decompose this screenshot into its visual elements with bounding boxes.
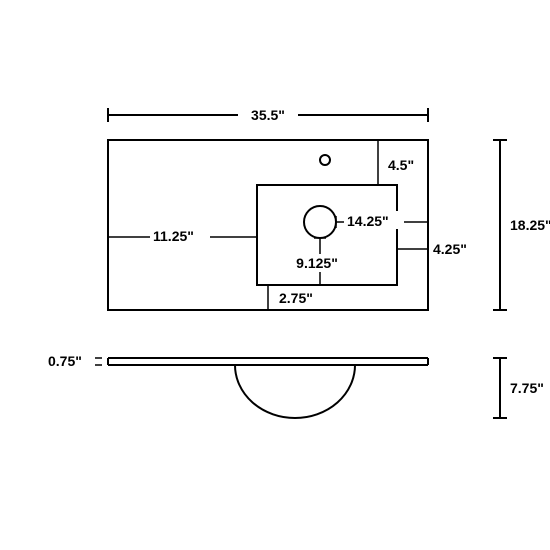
dim-inner-right-label: 4.25" <box>433 241 467 257</box>
dim-faucet-front: 4.5" <box>372 140 414 185</box>
dim-overall-depth-label: 18.25" <box>510 217 550 233</box>
dim-left-inner-label: 11.25" <box>153 228 194 244</box>
dim-overall-width-label: 35.5" <box>251 107 285 123</box>
dim-drain-back: 9.125" <box>288 238 346 285</box>
dim-left-inner: 11.25" <box>108 226 257 244</box>
dim-drain-back-label: 9.125" <box>296 255 338 271</box>
dim-thickness-label: 0.75" <box>48 353 82 369</box>
dim-bowl-depth: 7.75" <box>493 358 544 418</box>
dim-faucet-front-label: 4.5" <box>388 157 414 173</box>
dim-inner-back: 2.75" <box>262 285 313 310</box>
dim-drain-right: 14.25" <box>336 211 428 229</box>
dim-thickness: 0.75" <box>48 353 102 369</box>
dim-inner-right: 4.25" <box>397 241 467 257</box>
dim-drain-right-label: 14.25" <box>347 213 389 229</box>
dim-inner-back-label: 2.75" <box>279 290 313 306</box>
dim-overall-depth: 18.25" <box>493 140 550 310</box>
sink-diagram: 35.5" 4.5" 14.25" 4.25" 11.25" <box>0 0 550 550</box>
faucet-hole <box>320 155 330 165</box>
dim-bowl-depth-label: 7.75" <box>510 380 544 396</box>
drain-circle <box>304 206 336 238</box>
side-view <box>108 358 428 418</box>
dim-overall-width: 35.5" <box>108 104 428 124</box>
